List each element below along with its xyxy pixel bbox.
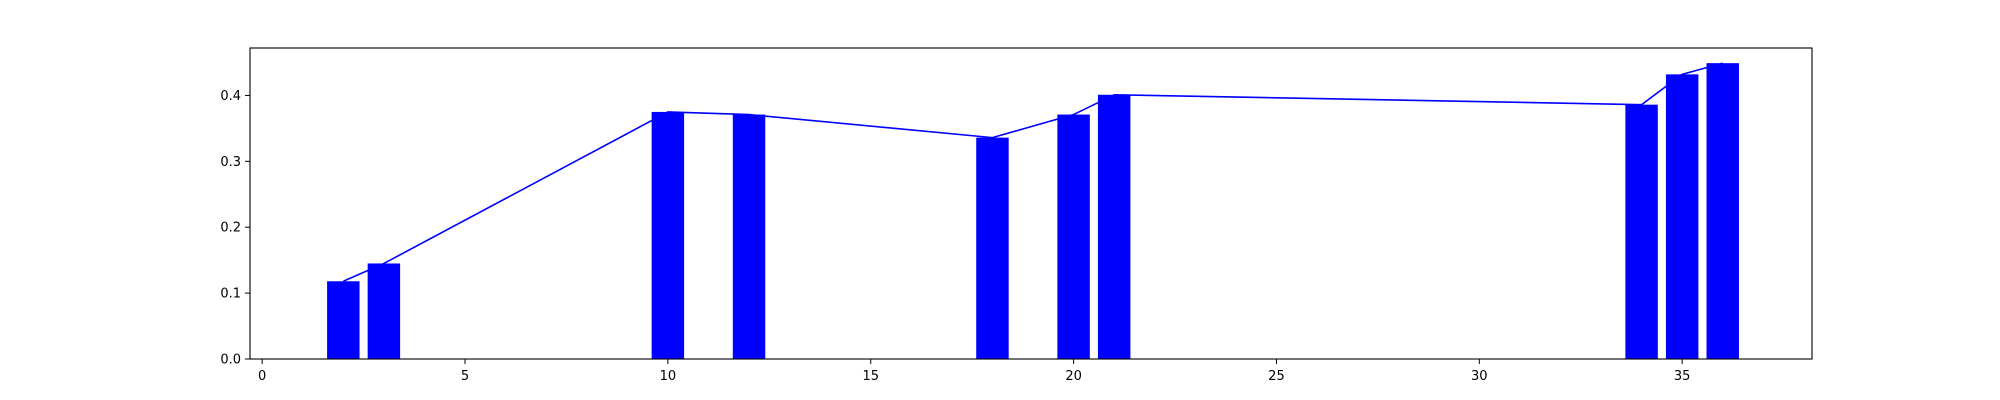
x-tick-label: 0 <box>258 369 266 384</box>
y-tick-label: 0.3 <box>220 155 241 170</box>
x-tick-label: 30 <box>1471 369 1488 384</box>
y-tick-label: 0.1 <box>220 287 241 302</box>
x-tick-label: 5 <box>461 369 469 384</box>
x-tick-label: 15 <box>862 369 879 384</box>
x-tick-label: 10 <box>660 369 677 384</box>
x-tick-label: 35 <box>1674 369 1691 384</box>
bar <box>1665 74 1699 360</box>
bar <box>1097 94 1131 360</box>
bar <box>367 263 401 359</box>
plot-frame <box>249 47 1813 360</box>
bar <box>1706 63 1739 359</box>
y-tick-label: 0.2 <box>220 221 241 236</box>
bar <box>327 281 360 359</box>
bar <box>651 111 685 359</box>
y-tick-label: 0.4 <box>220 89 241 104</box>
bar <box>1625 104 1658 359</box>
x-tick-label: 20 <box>1065 369 1082 384</box>
bar <box>1057 114 1090 359</box>
bar <box>732 114 766 359</box>
line-layer <box>342 62 1723 282</box>
y-axis: 0.0 0.1 0.2 0.3 0.4 <box>220 89 250 368</box>
bars-layer <box>327 63 1739 360</box>
bar <box>976 137 1009 359</box>
x-axis: 0 5 10 15 20 25 30 35 <box>258 359 1690 384</box>
series-line <box>342 62 1723 282</box>
y-tick-label: 0.0 <box>220 353 241 368</box>
x-tick-label: 25 <box>1268 369 1285 384</box>
